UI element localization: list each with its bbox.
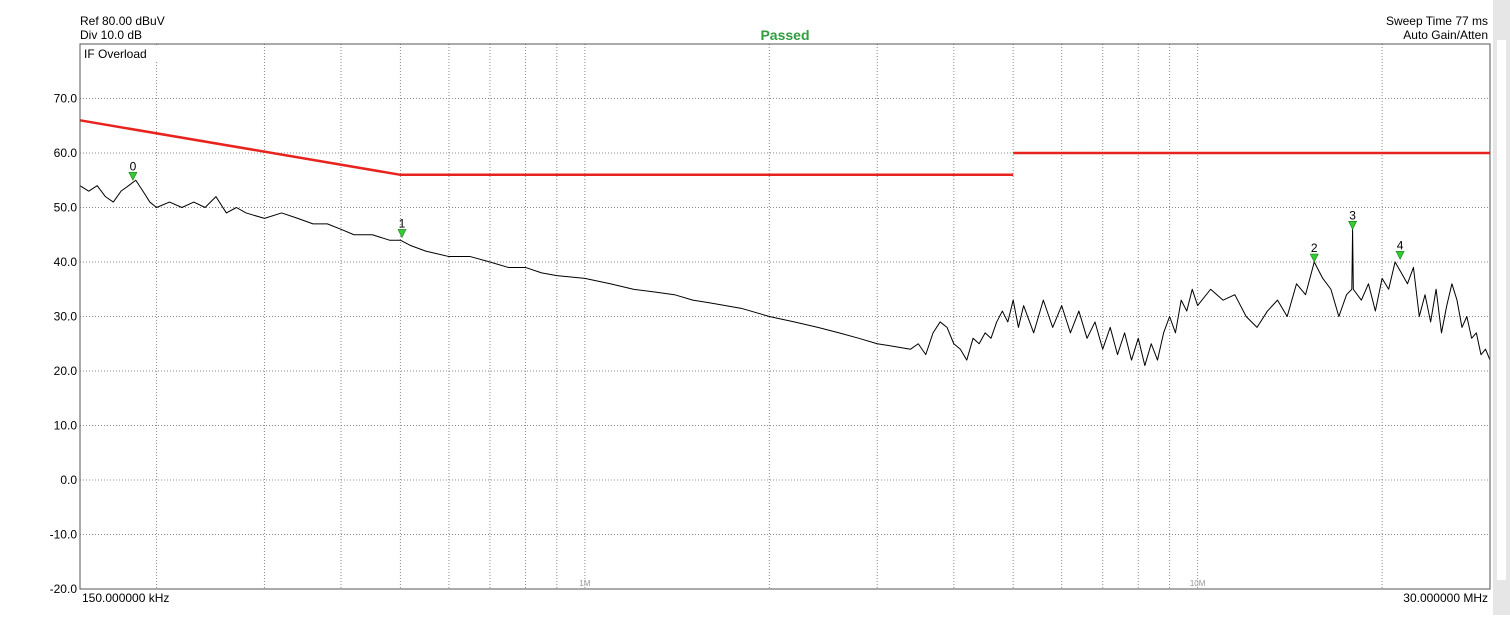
y-tick-label: -20.0 (50, 582, 78, 596)
y-tick-label: 40.0 (54, 255, 78, 269)
ref-level: Ref 80.00 dBuV (80, 14, 165, 28)
gain-mode: Auto Gain/Atten (1403, 28, 1488, 42)
warning: IF Overload (84, 47, 147, 61)
marker-label: 2 (1311, 241, 1318, 255)
y-tick-label: 50.0 (54, 201, 78, 215)
status: Passed (760, 27, 809, 43)
marker-label: 0 (130, 159, 137, 173)
x-tick-label: 150.000000 kHz (82, 591, 169, 605)
grid (80, 43, 1490, 590)
marker-label: 1 (399, 216, 406, 230)
y-tick-label: 20.0 (54, 364, 78, 378)
plot-frame (79, 43, 1491, 590)
x-tick-label: 1M (579, 579, 590, 588)
scrollbar-track (1497, 40, 1506, 580)
y-tick-label: -10.0 (50, 528, 78, 542)
marker (397, 229, 407, 239)
marker (128, 171, 138, 181)
plot: 0 1 2 3 4 (79, 119, 1491, 367)
sweep-time: Sweep Time 77 ms (1386, 14, 1488, 28)
x-tick-label: 30.000000 MHz (1403, 591, 1488, 605)
marker (1309, 253, 1319, 263)
division: Div 10.0 dB (80, 28, 142, 42)
warning-box (81, 45, 157, 61)
y-tick-label: 0.0 (60, 473, 77, 487)
trace (79, 179, 1491, 367)
y-tick-label: 10.0 (54, 419, 78, 433)
y-tick-label: 70.0 (54, 92, 78, 106)
marker-label: 4 (1397, 238, 1404, 252)
x-tick-label: 10M (1190, 579, 1206, 588)
y-tick-label: 30.0 (54, 310, 78, 324)
limit-line (79, 119, 1490, 177)
marker (1395, 250, 1405, 260)
marker-label: 3 (1349, 208, 1356, 222)
y-tick-label: 60.0 (54, 146, 78, 160)
marker (1348, 221, 1358, 230)
